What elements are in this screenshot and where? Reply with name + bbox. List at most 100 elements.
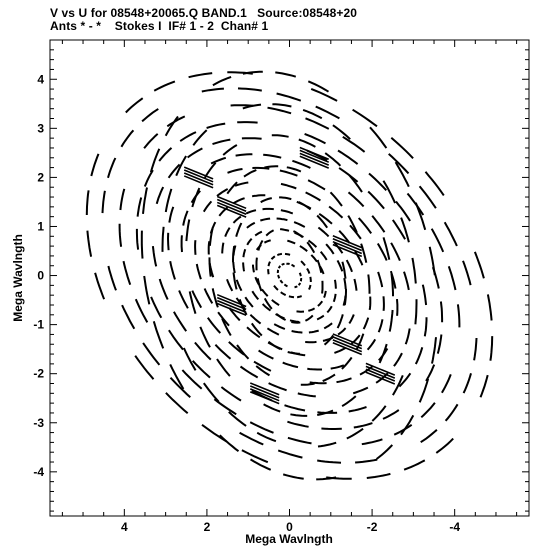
uv-track-segment (169, 377, 191, 398)
uv-track-segment (348, 314, 355, 324)
uv-track-segment (332, 124, 351, 140)
uv-track-segment (337, 327, 347, 336)
uv-track-segment (277, 252, 283, 256)
uv-track-segment (256, 431, 277, 443)
uv-track-segment (304, 314, 314, 322)
uv-track-segment (329, 191, 343, 207)
uv-track-segment (136, 197, 143, 217)
uv-track-segment (244, 296, 254, 308)
uv-track-segment (334, 347, 347, 354)
uv-track-segment (297, 282, 302, 286)
uv-track-segment (390, 242, 401, 261)
uv-track-segment (178, 290, 189, 309)
uv-track-segment (288, 295, 295, 299)
uv-track-segment (135, 228, 140, 250)
uv-track-segment (321, 427, 342, 430)
uv-track-segment (261, 288, 269, 297)
uv-track-segment (164, 188, 173, 213)
uv-cluster-segment (299, 155, 330, 169)
uv-cluster-segment (183, 172, 214, 186)
uv-track-segment (400, 217, 410, 243)
uv-track-segment (271, 299, 280, 306)
uv-track-segment (400, 414, 415, 436)
uv-track-segment (237, 87, 262, 92)
uv-track-segment (107, 265, 117, 291)
uv-cluster-segment (216, 293, 247, 308)
uv-track-segment (403, 271, 410, 291)
uv-track-segment (366, 472, 391, 479)
uv-cluster-segment (332, 235, 363, 249)
uv-cluster-segment (365, 368, 396, 382)
uv-track-segment (290, 413, 308, 417)
uv-track-segment (254, 230, 263, 237)
uv-track-segment (367, 190, 385, 210)
uv-track-segment (267, 340, 281, 350)
uv-track-segment (226, 278, 234, 292)
uv-cluster-segment (216, 299, 247, 314)
uv-track-segment (206, 122, 226, 129)
uv-track-segment (346, 427, 364, 440)
uv-track-segment (332, 293, 337, 303)
uv-track-segment (353, 422, 373, 429)
uv-track-segment (393, 352, 403, 367)
uv-track-segment (360, 243, 368, 263)
uv-track-segment (165, 392, 189, 415)
uv-cluster-segment (216, 198, 247, 213)
uv-track-segment (253, 360, 272, 372)
uv-track-segment (258, 349, 274, 360)
uv-track-segment (227, 168, 243, 174)
uv-track-segment (418, 185, 437, 209)
uv-track-segment (277, 449, 303, 459)
uv-track-segment (246, 238, 253, 246)
chart-subtitle: Ants * - * Stokes I IF# 1 - 2 Chan# 1 (50, 19, 269, 33)
uv-track-segment (280, 182, 297, 190)
uv-cluster-segment (249, 385, 280, 399)
uv-cluster-segment (365, 365, 396, 379)
uv-track-segment (305, 117, 330, 130)
uv-track-segment (447, 265, 457, 291)
uv-track-segment (276, 92, 302, 102)
uv-cluster-segment (332, 238, 363, 252)
uv-track-segment (411, 257, 417, 284)
x-tick-label: 4 (121, 520, 128, 534)
uv-track-segment (291, 321, 301, 324)
uv-track-segment (232, 261, 236, 274)
uv-track-segment (140, 230, 144, 259)
uv-track-segment (341, 395, 357, 407)
uv-track-segment (462, 260, 472, 286)
uv-track-segment (264, 165, 279, 169)
uv-track-segment (388, 153, 410, 175)
uv-track-segment (241, 449, 269, 464)
uv-track-segment (286, 166, 302, 173)
uv-track-segment (287, 239, 296, 245)
uv-track-segment (251, 290, 260, 301)
uv-track-segment (134, 355, 155, 380)
uv-track-segment (316, 259, 323, 274)
uv-track-segment (428, 246, 436, 276)
y-tick-label: 3 (37, 121, 44, 135)
uv-track-segment (188, 291, 197, 314)
uv-track-segment (251, 194, 266, 198)
uv-track-segment (336, 259, 344, 272)
uv-track-segment (143, 169, 154, 187)
uv-track-segment (221, 242, 225, 254)
uv-track-segment (388, 309, 394, 332)
uv-track-segment (390, 273, 394, 297)
uv-track-segment (235, 222, 243, 237)
uv-track-segment (316, 214, 329, 229)
uv-track-segment (276, 313, 287, 321)
uv-track-segment (456, 304, 461, 328)
uv-track-segment (243, 169, 257, 178)
uv-track-segment (158, 147, 173, 162)
uv-track-segment (246, 221, 256, 229)
uv-track-segment (366, 338, 377, 351)
uv-track-segment (336, 314, 344, 329)
uv-track-segment (234, 181, 249, 187)
uv-track-segment (222, 144, 238, 156)
uv-track-segment (390, 137, 414, 159)
uv-track-segment (268, 382, 287, 392)
uv-track-segment (436, 334, 443, 354)
uv-track-segment (191, 187, 201, 208)
uv-track-segment (279, 169, 298, 177)
